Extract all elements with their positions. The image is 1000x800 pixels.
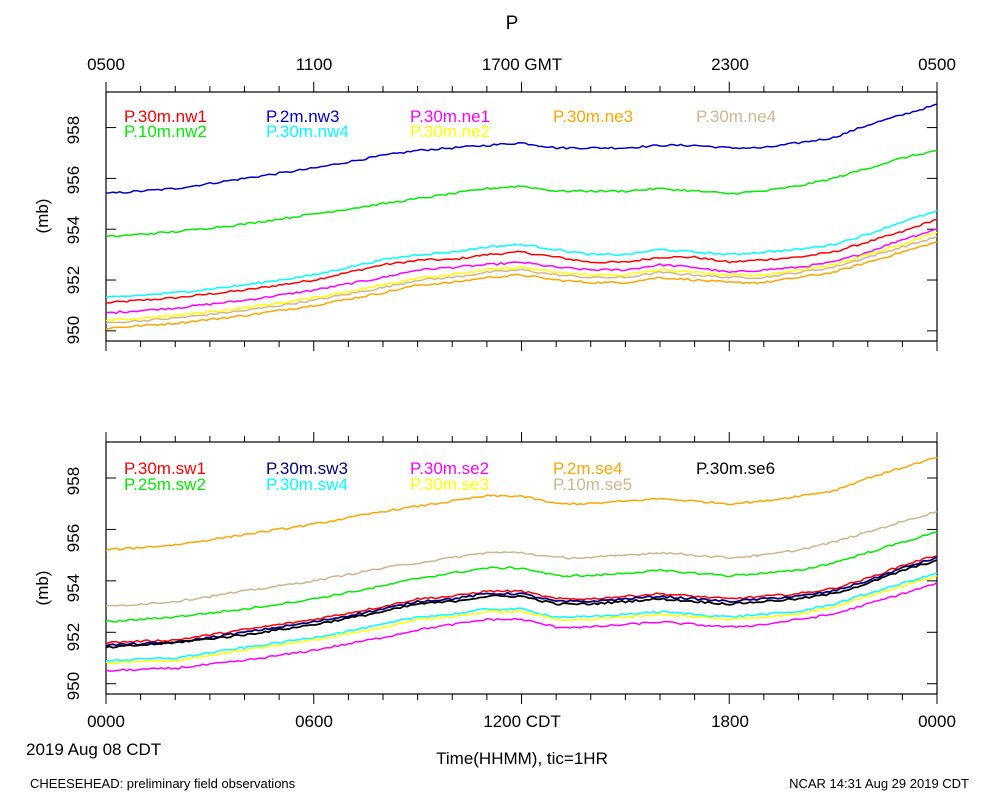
top-time-axis: 0500 1100 1700 GMT 2300 0500	[87, 55, 956, 74]
top-ytick-label-956: 956	[64, 166, 83, 194]
gmt-tick-label-2: 1700 GMT	[482, 55, 562, 74]
bottom-time-axis: 0000 0600 1200 CDT 1800 0000	[87, 712, 956, 731]
legend-p30m-ne4: P.30m.ne4	[696, 107, 776, 126]
top-ytick-label-954: 954	[64, 216, 83, 244]
legend-p30m-ne3: P.30m.ne3	[553, 107, 633, 126]
top-ytick-label-958: 958	[64, 116, 83, 144]
top-panel-legend: P.30m.nw1 P.2m.nw3 P.30m.ne1 P.30m.ne3 P…	[124, 107, 776, 141]
gmt-tick-label-3: 2300	[711, 55, 749, 74]
cdt-tick-label-4: 0000	[918, 712, 956, 731]
series-line-p-30m-ne4	[105, 235, 938, 325]
bottom-ytick-label-958: 958	[64, 467, 83, 495]
legend-p2m-nw3: P.2m.nw3	[266, 107, 339, 126]
legend-p10m-se5: P.10m.se5	[553, 475, 632, 494]
gmt-tick-label-4: 0500	[918, 55, 956, 74]
series-line-p-30m-se2	[105, 581, 938, 672]
series-line-p-10m-se5	[105, 510, 938, 607]
cdt-tick-label-0: 0000	[87, 712, 125, 731]
legend-p2m-se4: P.2m.se4	[553, 459, 623, 478]
series-line-p-30m-nw4	[105, 209, 938, 298]
gmt-tick-label-0: 0500	[87, 55, 125, 74]
series-line-p-30m-ne2	[105, 231, 938, 322]
legend-p25m-sw2: P.25m.sw2	[124, 475, 206, 494]
top-panel-yticks: 950 952 954 956 958	[64, 116, 83, 344]
series-line-p-30m-se6	[105, 559, 938, 649]
series-line-p-2m-se4	[105, 456, 938, 552]
series-line-p-30m-sw1	[105, 554, 938, 645]
top-panel-series	[105, 103, 938, 330]
bottom-panel-legend: P.30m.sw1 P.30m.sw3 P.30m.se2 P.2m.se4 P…	[124, 459, 775, 494]
legend-p30m-nw1: P.30m.nw1	[124, 107, 207, 126]
bottom-ytick-label-950: 950	[64, 672, 83, 700]
series-line-p-25m-sw2	[105, 531, 938, 623]
series-line-p-10m-nw2	[105, 149, 938, 238]
series-line-p-30m-ne3	[105, 241, 938, 330]
legend-p30m-sw1: P.30m.sw1	[124, 459, 206, 478]
legend-p30m-sw4: P.30m.sw4	[266, 475, 348, 494]
series-line-p-30m-nw1	[105, 218, 938, 304]
cdt-tick-label-2: 1200 CDT	[483, 712, 560, 731]
cdt-tick-label-1: 0600	[295, 712, 333, 731]
top-panel-frame	[105, 91, 938, 342]
legend-p30m-ne2: P.30m.ne2	[410, 122, 490, 141]
footer-left: CHEESEHEAD: preliminary field observatio…	[30, 776, 296, 791]
bottom-ytick-label-956: 956	[64, 524, 83, 552]
legend-p30m-se3: P.30m.se3	[410, 475, 489, 494]
series-line-p-30m-sw4	[105, 572, 938, 662]
legend-p30m-se2: P.30m.se2	[410, 459, 489, 478]
legend-p30m-sw3: P.30m.sw3	[266, 459, 348, 478]
series-line-p-30m-sw3	[105, 556, 938, 647]
top-panel-ylabel: (mb)	[33, 199, 52, 234]
top-panel-ticks	[105, 82, 938, 351]
series-line-p-30m-ne1	[105, 228, 938, 314]
series-line-p-30m-se3	[105, 575, 938, 665]
bottom-panel-series	[105, 456, 938, 672]
legend-p30m-se6: P.30m.se6	[696, 459, 775, 478]
bottom-ytick-label-954: 954	[64, 574, 83, 602]
gmt-tick-label-1: 1100	[296, 55, 333, 74]
top-ytick-label-952: 952	[64, 266, 83, 294]
cdt-tick-label-3: 1800	[711, 712, 749, 731]
series-line-p-2m-nw3	[105, 103, 938, 194]
top-ytick-label-950: 950	[64, 316, 83, 344]
legend-p10m-nw2: P.10m.nw2	[124, 122, 207, 141]
bottom-panel-ylabel: (mb)	[33, 571, 52, 606]
footer-right: NCAR 14:31 Aug 29 2019 CDT	[789, 776, 969, 791]
legend-p30m-ne1: P.30m.ne1	[410, 107, 490, 126]
date-label: 2019 Aug 08 CDT	[26, 740, 161, 759]
bottom-ytick-label-952: 952	[64, 623, 83, 651]
bottom-panel-yticks: 950 952 954 956 958	[64, 467, 83, 700]
legend-p30m-nw4: P.30m.nw4	[266, 122, 349, 141]
x-axis-label: Time(HHMM), tic=1HR	[436, 749, 608, 768]
chart-title: P	[506, 13, 519, 34]
bottom-panel-ticks	[105, 432, 938, 704]
